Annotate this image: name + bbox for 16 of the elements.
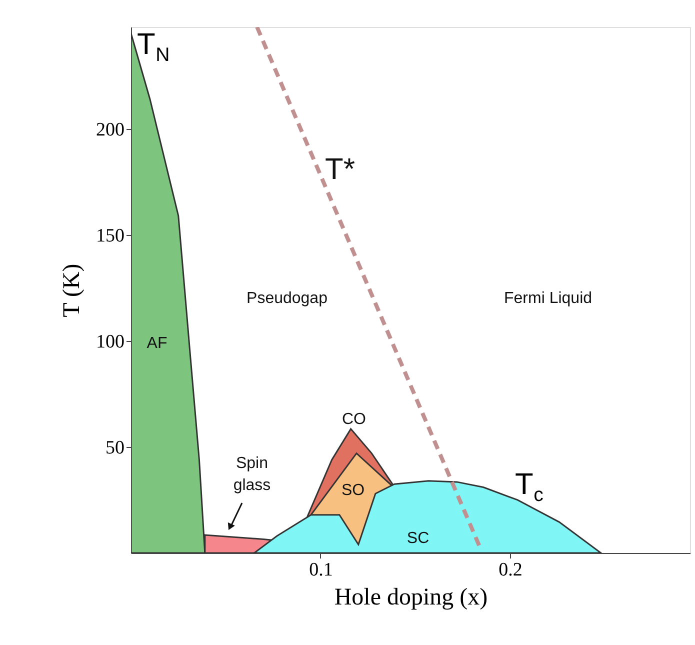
annotation: Pseudogap <box>246 290 328 307</box>
x-axis-title: Hole doping (x) <box>334 584 488 610</box>
annotation: SO <box>341 482 365 499</box>
annotation: CO <box>342 411 366 428</box>
annotation: Fermi Liquid <box>504 290 592 307</box>
y-tick-label: 100 <box>96 331 124 352</box>
annotation: SC <box>406 530 430 547</box>
annotation: Spin glass <box>233 455 271 494</box>
annotation: T* <box>325 153 356 186</box>
y-tick-label: 200 <box>96 119 124 140</box>
y-tick-label: 150 <box>96 225 124 246</box>
x-tick-label: 0.2 <box>498 560 522 580</box>
y-tick-label: 50 <box>106 437 124 458</box>
annotation: AF <box>146 335 168 352</box>
x-tick-label: 0.1 <box>309 560 333 580</box>
y-axis-title: T (K) <box>59 264 85 318</box>
